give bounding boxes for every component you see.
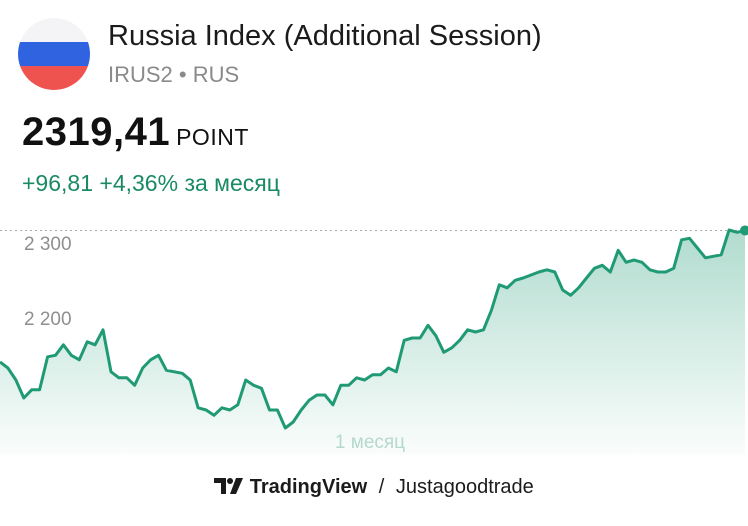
range-label: 1 месяц <box>335 432 405 453</box>
dot: • <box>172 62 193 87</box>
change-abs: +96,81 <box>22 170 93 196</box>
last-point <box>740 225 748 236</box>
footer: TradingView / Justagoodtrade <box>0 476 748 499</box>
subtitle: IRUS2 • RUS <box>108 62 239 88</box>
price: 2319,41 POINT <box>22 110 249 155</box>
title: Russia Index (Additional Session) <box>108 20 542 52</box>
line <box>0 228 746 430</box>
unit: POINT <box>176 124 249 150</box>
ticker: IRUS2 <box>108 62 173 87</box>
period: за месяц <box>184 170 280 196</box>
flag <box>18 18 90 90</box>
tv-logo <box>214 478 244 494</box>
author: Justagoodtrade <box>395 476 534 498</box>
area <box>0 230 745 455</box>
chart: 2 300 2 200 1 месяц <box>0 225 748 455</box>
brand: TradingView <box>249 476 368 498</box>
change-pct: +4,36% <box>99 170 179 196</box>
y-tick-label: 2 300 <box>24 234 72 255</box>
change: +96,81 +4,36% за месяц <box>22 170 280 197</box>
y-tick-label: 2 200 <box>24 309 72 330</box>
exchange: RUS <box>192 62 240 87</box>
price-value: 2319,41 <box>22 110 171 154</box>
separator: / <box>378 476 385 498</box>
